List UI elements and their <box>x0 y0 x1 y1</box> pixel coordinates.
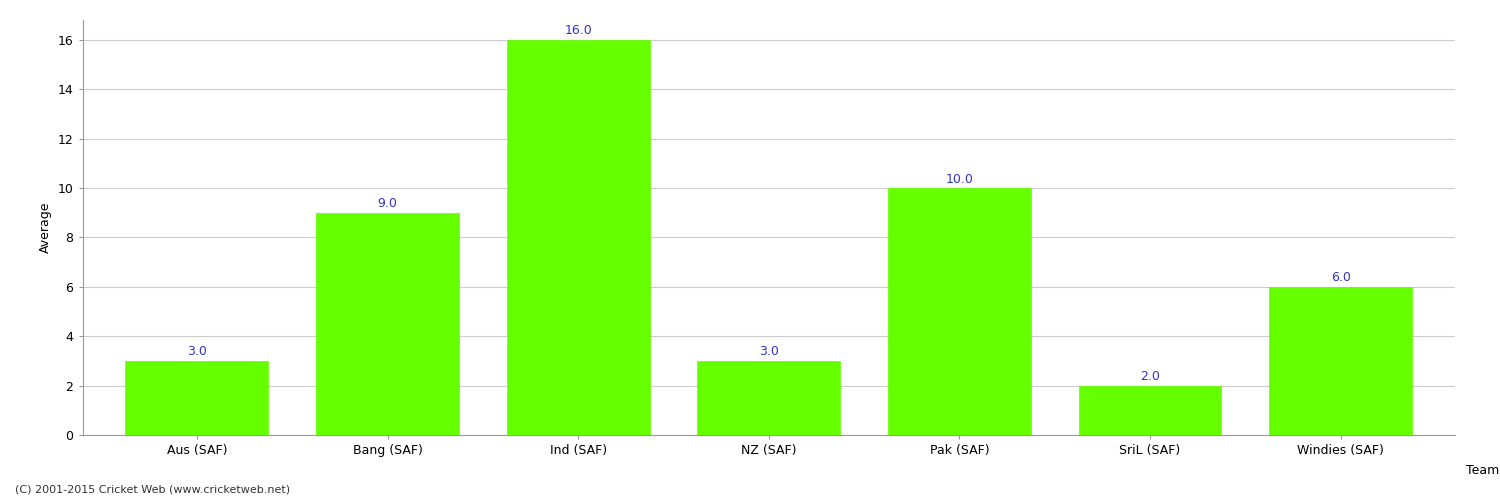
Bar <box>507 40 650 435</box>
Text: 2.0: 2.0 <box>1140 370 1160 383</box>
Y-axis label: Average: Average <box>39 202 53 253</box>
Bar <box>1078 386 1221 435</box>
Text: 6.0: 6.0 <box>1330 272 1350 284</box>
Text: 10.0: 10.0 <box>945 172 974 186</box>
Bar <box>1269 287 1412 435</box>
Text: 3.0: 3.0 <box>188 346 207 358</box>
X-axis label: Team: Team <box>1466 464 1498 477</box>
Text: 3.0: 3.0 <box>759 346 778 358</box>
Bar <box>126 361 268 435</box>
Text: 16.0: 16.0 <box>564 24 592 38</box>
Bar <box>698 361 840 435</box>
Bar <box>888 188 1030 435</box>
Bar <box>316 212 459 435</box>
Text: (C) 2001-2015 Cricket Web (www.cricketweb.net): (C) 2001-2015 Cricket Web (www.cricketwe… <box>15 485 290 495</box>
Text: 9.0: 9.0 <box>378 197 398 210</box>
